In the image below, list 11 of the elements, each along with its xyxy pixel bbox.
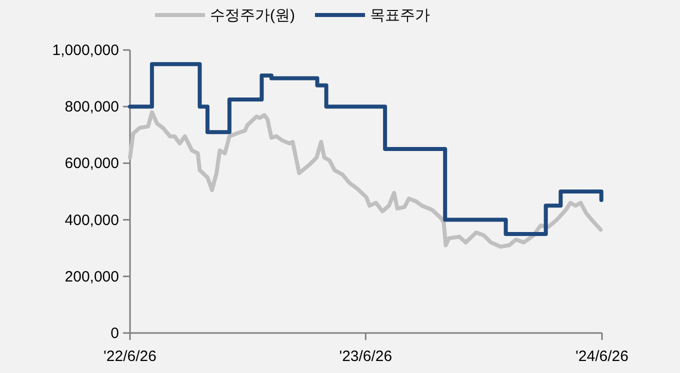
x-tick-label: '22/6/26 bbox=[104, 348, 156, 365]
y-tick-label: 600,000 bbox=[64, 155, 119, 172]
legend-label: 수정주가(원) bbox=[210, 7, 295, 24]
y-tick-label: 1,000,000 bbox=[52, 42, 119, 59]
y-tick-label: 800,000 bbox=[64, 98, 119, 116]
x-tick-label: '23/6/26 bbox=[339, 348, 392, 365]
y-tick-label: 200,000 bbox=[64, 268, 119, 286]
x-tick-label: '24/6/26 bbox=[576, 348, 628, 365]
legend-label: 목표주가 bbox=[370, 7, 430, 24]
y-tick-label: 400,000 bbox=[64, 212, 119, 229]
y-tick-label: 0 bbox=[110, 325, 119, 342]
